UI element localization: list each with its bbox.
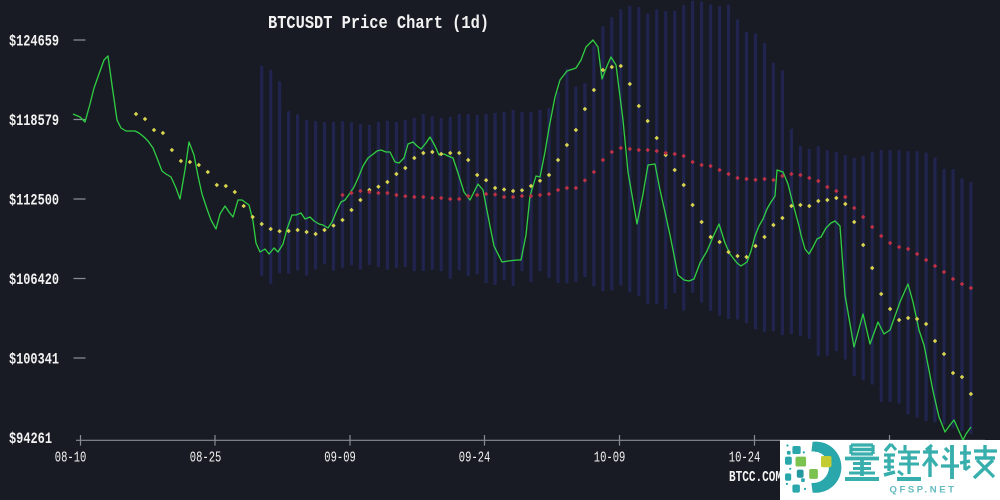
svg-text:09-09: 09-09 — [324, 451, 356, 467]
svg-text:BTCUSDT Price Chart (1d): BTCUSDT Price Chart (1d) — [268, 13, 489, 34]
svg-text:$106420: $106420 — [9, 271, 59, 289]
svg-text:09-24: 09-24 — [459, 451, 491, 467]
svg-text:08-25: 08-25 — [190, 451, 222, 467]
svg-text:$94261: $94261 — [9, 430, 52, 448]
svg-text:10-24: 10-24 — [729, 451, 761, 467]
svg-text:$124659: $124659 — [9, 32, 59, 50]
svg-text:$112500: $112500 — [9, 191, 59, 209]
svg-text:$118579: $118579 — [9, 112, 59, 130]
svg-text:QFSP.NET: QFSP.NET — [889, 485, 956, 496]
svg-text:10-09: 10-09 — [594, 451, 626, 467]
svg-text:08-10: 08-10 — [55, 451, 87, 467]
svg-text:BTCC.COM: BTCC.COM — [729, 470, 782, 486]
svg-text:$100341: $100341 — [9, 350, 59, 368]
